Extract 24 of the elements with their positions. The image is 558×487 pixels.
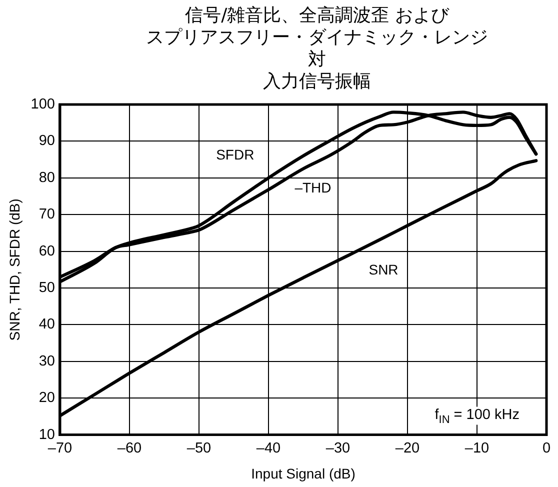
y-tick-label: 90: [38, 133, 55, 150]
series-label: SFDR: [216, 146, 254, 163]
x-tick-label: –50: [186, 440, 212, 456]
x-tick-label: –20: [395, 440, 420, 456]
y-tick-label: 80: [38, 170, 55, 186]
series-label: SNR: [368, 262, 398, 278]
x-tick-label: –40: [256, 440, 281, 456]
y-tick-label: 70: [38, 206, 55, 223]
y-tick-label: 40: [38, 316, 55, 333]
y-tick-label: 30: [38, 353, 55, 370]
y-tick-label: 10: [38, 426, 55, 443]
chart-title: 信号/雑音比、全高調波歪 およびスプリアスフリー・ダイナミック・レンジ対入力信号振幅: [145, 5, 489, 93]
y-axis-title: SNR, THD, SFDR (dB): [6, 198, 22, 341]
x-tick-label: –10: [464, 440, 490, 456]
x-tick-label: –70: [48, 440, 72, 456]
y-tick-label: 100: [30, 96, 55, 112]
x-tick-label: –60: [117, 440, 142, 456]
y-tick-label: 20: [38, 390, 55, 406]
x-tick-label: –30: [326, 440, 350, 456]
series-label: –THD: [294, 180, 332, 196]
y-tick-label: 60: [38, 243, 55, 260]
y-tick-label: 50: [38, 280, 55, 296]
x-axis-title: Input Signal (dB): [251, 465, 356, 482]
x-tick-label: 0: [542, 440, 551, 456]
